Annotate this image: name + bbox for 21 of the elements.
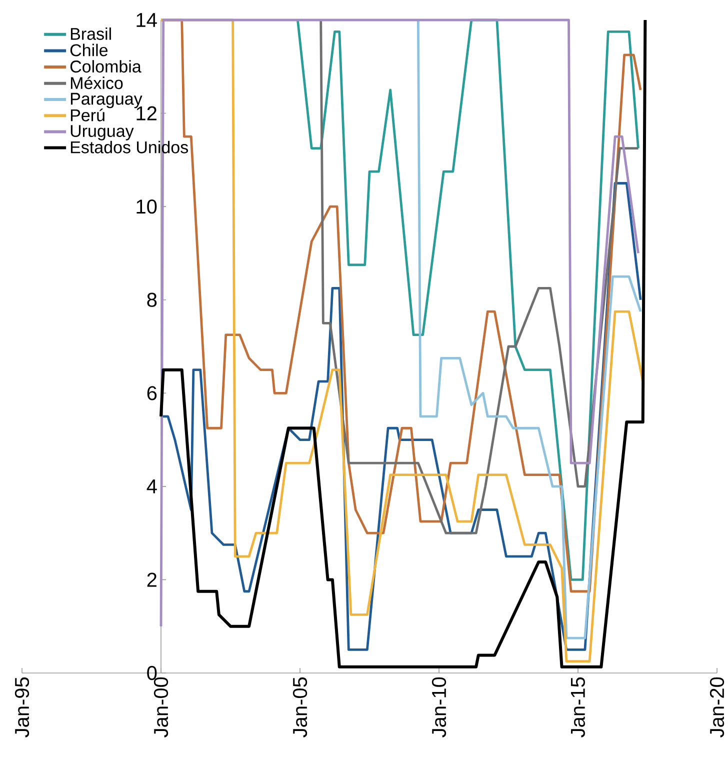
x-tick-label: Jan-95 [14, 677, 30, 738]
x-tick-label: Jan-20 [710, 677, 724, 738]
legend-label: Colombia [70, 60, 142, 73]
legend-label: Estados Unidos [70, 140, 188, 154]
legend-label: México [70, 76, 123, 90]
legend-label: Brasil [70, 27, 111, 40]
x-tick-label: Jan-05 [292, 677, 308, 738]
y-tick-label: 4 [146, 480, 157, 494]
legend-label: Paraguay [70, 92, 142, 108]
legend-label: Chile [70, 44, 108, 56]
y-tick-label: 6 [147, 386, 157, 400]
legend-label: Uruguay [70, 125, 134, 140]
x-tick-label: Jan-10 [432, 677, 446, 738]
x-tick-label: Jan-15 [571, 677, 585, 738]
y-tick-label: 2 [147, 572, 156, 587]
y-tick-label: 8 [147, 292, 157, 307]
y-tick-label: 14 [136, 13, 157, 27]
legend-label: Perú [70, 108, 104, 122]
y-tick-label: 10 [136, 199, 157, 214]
y-tick-label: 12 [136, 106, 156, 120]
line-series [416, 18, 642, 640]
